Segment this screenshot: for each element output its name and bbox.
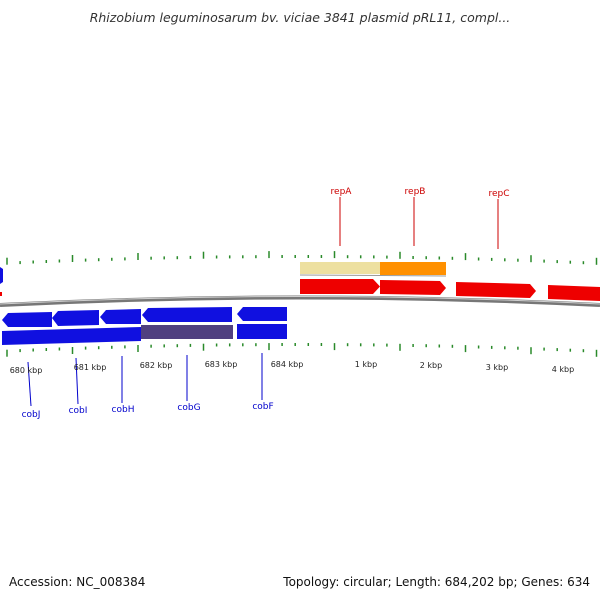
gene-red-right[interactable] (548, 285, 600, 301)
gene-cobF-arrow[interactable] (237, 307, 287, 321)
feature-orange[interactable] (380, 262, 446, 275)
gene-repC-arrow[interactable] (456, 282, 536, 298)
scale-label: 681 kbp (74, 363, 107, 372)
feature-separator (299, 274, 447, 277)
gene-cobJ-arrow[interactable] (2, 312, 52, 327)
gene-repA-arrow[interactable] (300, 279, 380, 294)
gene-cobH-arrow[interactable] (100, 309, 141, 324)
feature-blue-lower[interactable] (2, 327, 141, 345)
gene-label-repC[interactable]: repC (488, 189, 509, 199)
tick-row-top (6, 251, 598, 265)
gene-label-cobG[interactable]: cobG (177, 403, 200, 413)
gene-cobI-arrow[interactable] (52, 310, 99, 326)
feature-pale-yellow[interactable] (300, 262, 380, 274)
feature-blue-lower-right[interactable] (237, 324, 287, 339)
accession-label: Accession: NC_008384 (9, 575, 146, 589)
feature-dark-blue-lower[interactable] (141, 325, 233, 339)
leader-cobI (75, 357, 79, 405)
gene-label-repB[interactable]: repB (405, 187, 426, 197)
genome-backbone-highlight (0, 296, 600, 305)
gene-repB-arrow[interactable] (380, 280, 446, 295)
gene-cobG-arrow[interactable] (142, 307, 232, 322)
gene-red-left-edge[interactable] (0, 267, 3, 284)
leader-cobJ (27, 361, 32, 407)
gene-label-cobH[interactable]: cobH (112, 405, 135, 415)
gene-label-cobF[interactable]: cobF (252, 402, 273, 412)
scale-label: 684 kbp (271, 360, 304, 369)
scale-label: 2 kbp (420, 361, 442, 370)
gene-label-repA[interactable]: repA (331, 187, 353, 197)
tick-row-bottom (6, 343, 598, 357)
genome-backbone (0, 295, 600, 307)
scale-label: 680 kbp (10, 366, 43, 375)
scale-label: 683 kbp (205, 360, 238, 369)
scale-label: 682 kbp (140, 361, 173, 370)
scale-label: 4 kbp (552, 365, 574, 374)
gene-label-cobI[interactable]: cobI (69, 406, 88, 416)
map-title: Rhizobium leguminosarum bv. viciae 3841 … (89, 10, 511, 25)
gene-red-left-stub[interactable] (0, 292, 2, 296)
scale-label: 1 kbp (355, 360, 377, 369)
gene-label-cobJ[interactable]: cobJ (22, 410, 41, 420)
scale-label: 3 kbp (486, 363, 508, 372)
topology-summary: Topology: circular; Length: 684,202 bp; … (283, 575, 590, 589)
